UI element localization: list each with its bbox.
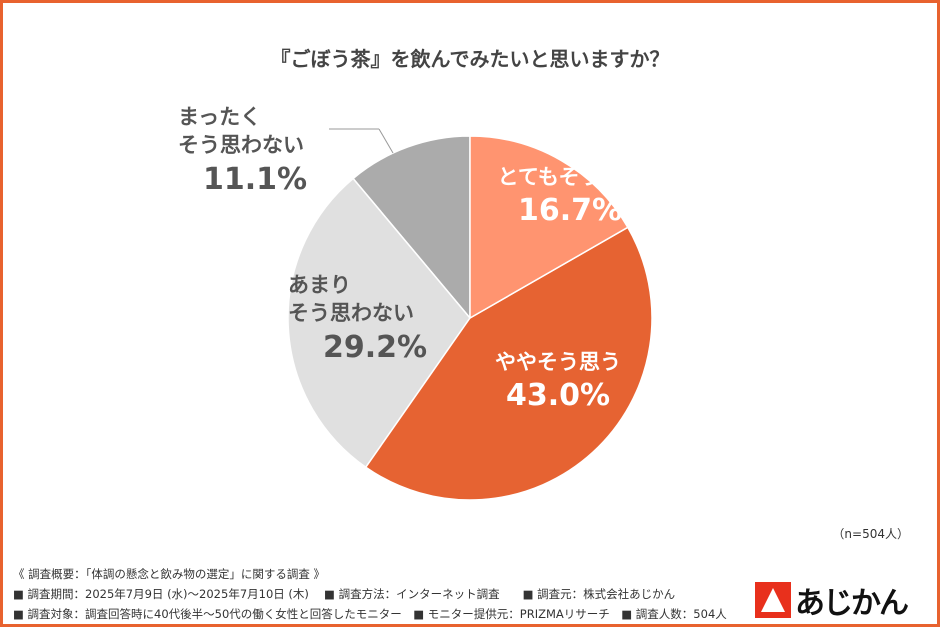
pie-slice-2 <box>287 177 471 469</box>
pie-slice-1 <box>364 226 653 501</box>
logo-mark-icon <box>755 582 791 618</box>
footer-survey-info: ■ 調査期間：2025年7月9日 (水)〜2025年7月10日 (木) ■ 調査… <box>13 587 676 601</box>
leader-line <box>378 128 394 154</box>
logo-text: あじかん <box>795 586 909 621</box>
sample-size: （n=504人） <box>832 527 909 541</box>
footer-survey-title: 《 調査概要：「体調の懸念と飲み物の選定」に関する調査 》 <box>13 567 326 581</box>
ajikan-logo: あじかん <box>755 578 909 622</box>
pie-chart <box>287 128 653 501</box>
footer-survey-target: ■ 調査対象：調査回答時に40代後半〜50代の働く女性と回答したモニター ■ モ… <box>13 607 727 621</box>
pie-slice-3 <box>352 135 471 321</box>
label-slice-0: とてもそう思う 16.7% <box>497 165 643 229</box>
chart-title: 『ごぼう茶』を飲んでみたいと思いますか？ <box>270 47 670 71</box>
label-slice-1: ややそう思う 43.0% <box>495 350 621 414</box>
pie-slice-0 <box>469 135 629 320</box>
label-slice-3: まったく そう思わない 11.1% <box>178 105 308 197</box>
label-slice-2: あまり そう思わない 29.2% <box>288 273 428 365</box>
